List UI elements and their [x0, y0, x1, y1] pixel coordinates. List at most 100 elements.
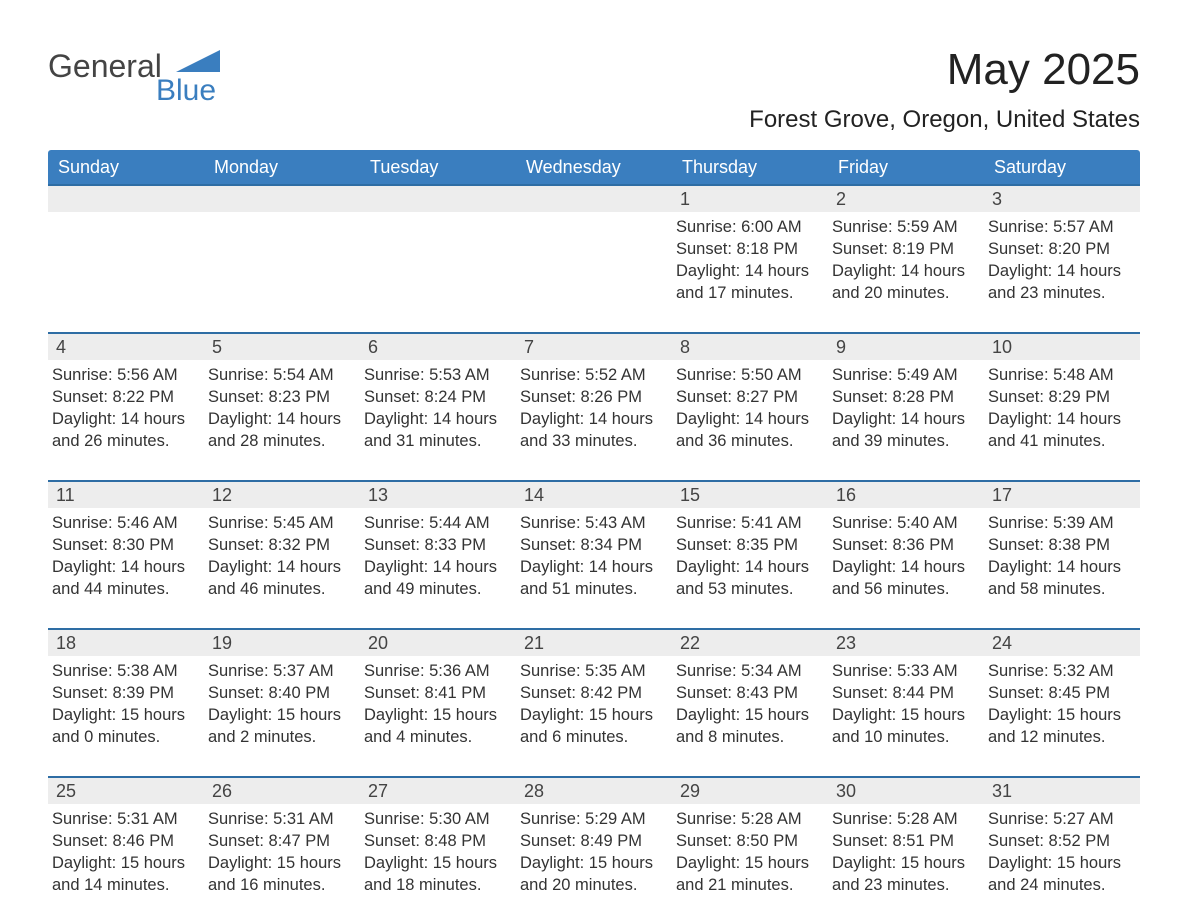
daylight-line: Daylight: 15 hours and 4 minutes. [364, 704, 510, 748]
day-number: 27 [360, 778, 516, 804]
day-number: 23 [828, 630, 984, 656]
calendar-cell: 21Sunrise: 5:35 AMSunset: 8:42 PMDayligh… [516, 629, 672, 777]
day-number: 5 [204, 334, 360, 360]
sunrise-line: Sunrise: 5:57 AM [988, 216, 1134, 238]
day-number: 11 [48, 482, 204, 508]
sunrise-line: Sunrise: 5:59 AM [832, 216, 978, 238]
sunset-line: Sunset: 8:30 PM [52, 534, 198, 556]
sunset-line: Sunset: 8:35 PM [676, 534, 822, 556]
day-body: Sunrise: 5:28 AMSunset: 8:51 PMDaylight:… [828, 804, 984, 924]
day-body [48, 212, 204, 240]
calendar-cell: 14Sunrise: 5:43 AMSunset: 8:34 PMDayligh… [516, 481, 672, 629]
brand-triangle-icon [176, 48, 230, 76]
day-number: 4 [48, 334, 204, 360]
calendar-cell: 8Sunrise: 5:50 AMSunset: 8:27 PMDaylight… [672, 333, 828, 481]
day-body: Sunrise: 5:57 AMSunset: 8:20 PMDaylight:… [984, 212, 1140, 332]
day-number [516, 186, 672, 212]
day-body: Sunrise: 5:46 AMSunset: 8:30 PMDaylight:… [48, 508, 204, 628]
sunrise-line: Sunrise: 5:36 AM [364, 660, 510, 682]
daylight-line: Daylight: 14 hours and 51 minutes. [520, 556, 666, 600]
sunset-line: Sunset: 8:23 PM [208, 386, 354, 408]
sunset-line: Sunset: 8:28 PM [832, 386, 978, 408]
day-body: Sunrise: 5:38 AMSunset: 8:39 PMDaylight:… [48, 656, 204, 776]
sunrise-line: Sunrise: 5:38 AM [52, 660, 198, 682]
daylight-line: Daylight: 15 hours and 6 minutes. [520, 704, 666, 748]
sunset-line: Sunset: 8:45 PM [988, 682, 1134, 704]
daylight-line: Daylight: 14 hours and 44 minutes. [52, 556, 198, 600]
brand-word1: General [48, 48, 162, 85]
day-body: Sunrise: 5:48 AMSunset: 8:29 PMDaylight:… [984, 360, 1140, 480]
day-number: 13 [360, 482, 516, 508]
sunset-line: Sunset: 8:47 PM [208, 830, 354, 852]
day-body: Sunrise: 5:35 AMSunset: 8:42 PMDaylight:… [516, 656, 672, 776]
calendar-cell: 26Sunrise: 5:31 AMSunset: 8:47 PMDayligh… [204, 777, 360, 924]
sunset-line: Sunset: 8:48 PM [364, 830, 510, 852]
calendar-cell: 25Sunrise: 5:31 AMSunset: 8:46 PMDayligh… [48, 777, 204, 924]
day-body: Sunrise: 5:56 AMSunset: 8:22 PMDaylight:… [48, 360, 204, 480]
daylight-line: Daylight: 15 hours and 18 minutes. [364, 852, 510, 896]
day-number: 6 [360, 334, 516, 360]
day-body: Sunrise: 5:49 AMSunset: 8:28 PMDaylight:… [828, 360, 984, 480]
daylight-line: Daylight: 15 hours and 14 minutes. [52, 852, 198, 896]
day-number: 31 [984, 778, 1140, 804]
day-number: 14 [516, 482, 672, 508]
calendar-cell: 4Sunrise: 5:56 AMSunset: 8:22 PMDaylight… [48, 333, 204, 481]
sunset-line: Sunset: 8:42 PM [520, 682, 666, 704]
daylight-line: Daylight: 15 hours and 0 minutes. [52, 704, 198, 748]
calendar-cell: 18Sunrise: 5:38 AMSunset: 8:39 PMDayligh… [48, 629, 204, 777]
weekday-header: Friday [828, 150, 984, 185]
day-number: 8 [672, 334, 828, 360]
calendar-cell: 20Sunrise: 5:36 AMSunset: 8:41 PMDayligh… [360, 629, 516, 777]
calendar-cell: 1Sunrise: 6:00 AMSunset: 8:18 PMDaylight… [672, 185, 828, 333]
day-number: 2 [828, 186, 984, 212]
sunset-line: Sunset: 8:32 PM [208, 534, 354, 556]
day-number: 29 [672, 778, 828, 804]
weekday-header: Tuesday [360, 150, 516, 185]
daylight-line: Daylight: 14 hours and 28 minutes. [208, 408, 354, 452]
day-number: 12 [204, 482, 360, 508]
calendar-cell [360, 185, 516, 333]
day-number: 25 [48, 778, 204, 804]
topbar: General Blue May 2025 Forest Grove, Oreg… [48, 48, 1140, 134]
day-body: Sunrise: 5:30 AMSunset: 8:48 PMDaylight:… [360, 804, 516, 924]
day-number: 17 [984, 482, 1140, 508]
day-body: Sunrise: 5:31 AMSunset: 8:46 PMDaylight:… [48, 804, 204, 924]
sunset-line: Sunset: 8:26 PM [520, 386, 666, 408]
calendar-cell: 15Sunrise: 5:41 AMSunset: 8:35 PMDayligh… [672, 481, 828, 629]
sunset-line: Sunset: 8:36 PM [832, 534, 978, 556]
daylight-line: Daylight: 15 hours and 24 minutes. [988, 852, 1134, 896]
daylight-line: Daylight: 14 hours and 36 minutes. [676, 408, 822, 452]
daylight-line: Daylight: 14 hours and 33 minutes. [520, 408, 666, 452]
sunrise-line: Sunrise: 5:28 AM [676, 808, 822, 830]
day-number: 30 [828, 778, 984, 804]
sunset-line: Sunset: 8:40 PM [208, 682, 354, 704]
daylight-line: Daylight: 14 hours and 26 minutes. [52, 408, 198, 452]
calendar-cell: 7Sunrise: 5:52 AMSunset: 8:26 PMDaylight… [516, 333, 672, 481]
sunrise-line: Sunrise: 5:37 AM [208, 660, 354, 682]
daylight-line: Daylight: 15 hours and 2 minutes. [208, 704, 354, 748]
day-number [48, 186, 204, 212]
calendar-cell: 27Sunrise: 5:30 AMSunset: 8:48 PMDayligh… [360, 777, 516, 924]
day-number: 21 [516, 630, 672, 656]
day-number: 18 [48, 630, 204, 656]
day-body: Sunrise: 6:00 AMSunset: 8:18 PMDaylight:… [672, 212, 828, 332]
calendar-page: General Blue May 2025 Forest Grove, Oreg… [0, 0, 1188, 918]
sunrise-line: Sunrise: 5:50 AM [676, 364, 822, 386]
calendar-table: Sunday Monday Tuesday Wednesday Thursday… [48, 150, 1140, 924]
day-body: Sunrise: 5:29 AMSunset: 8:49 PMDaylight:… [516, 804, 672, 924]
daylight-line: Daylight: 14 hours and 17 minutes. [676, 260, 822, 304]
day-body: Sunrise: 5:36 AMSunset: 8:41 PMDaylight:… [360, 656, 516, 776]
calendar-cell: 13Sunrise: 5:44 AMSunset: 8:33 PMDayligh… [360, 481, 516, 629]
sunrise-line: Sunrise: 5:45 AM [208, 512, 354, 534]
weekday-header: Saturday [984, 150, 1140, 185]
day-number [204, 186, 360, 212]
sunrise-line: Sunrise: 5:56 AM [52, 364, 198, 386]
sunset-line: Sunset: 8:51 PM [832, 830, 978, 852]
sunset-line: Sunset: 8:52 PM [988, 830, 1134, 852]
day-body: Sunrise: 5:59 AMSunset: 8:19 PMDaylight:… [828, 212, 984, 332]
day-number: 26 [204, 778, 360, 804]
brand-word2: Blue [156, 74, 216, 108]
day-body: Sunrise: 5:37 AMSunset: 8:40 PMDaylight:… [204, 656, 360, 776]
calendar-cell: 30Sunrise: 5:28 AMSunset: 8:51 PMDayligh… [828, 777, 984, 924]
sunrise-line: Sunrise: 5:49 AM [832, 364, 978, 386]
